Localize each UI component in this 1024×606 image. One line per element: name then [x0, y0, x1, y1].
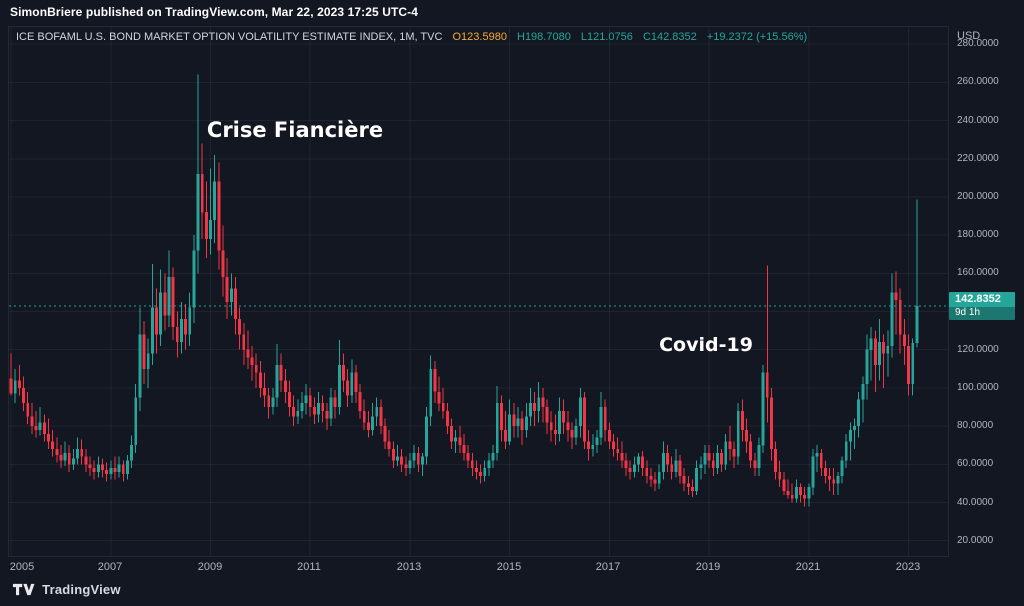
price-tick-label: 260.0000	[957, 76, 999, 87]
price-tick-label: 180.0000	[957, 229, 999, 240]
time-tick-label: 2013	[396, 561, 422, 573]
currency-label: USD	[957, 30, 981, 42]
chart-area[interactable]: ICE BOFAML U.S. BOND MARKET OPTION VOLAT…	[8, 26, 949, 557]
ohlc-open-value: O123.5980	[452, 31, 507, 43]
annotation-covid-19: Covid-19	[659, 334, 753, 356]
price-tick-label: 60.0000	[957, 458, 994, 469]
price-tick-label: 240.0000	[957, 115, 999, 126]
symbol-title: ICE BOFAML U.S. BOND MARKET OPTION VOLAT…	[16, 31, 443, 43]
time-tick-label: 2021	[795, 561, 821, 573]
price-tick-label: 220.0000	[957, 153, 999, 164]
price-tick-label: 120.0000	[957, 344, 999, 355]
footer: TradingView	[12, 579, 121, 599]
time-tick-label: 2007	[97, 561, 123, 573]
symbol-legend: ICE BOFAML U.S. BOND MARKET OPTION VOLAT…	[16, 31, 807, 43]
candlestick-series	[9, 27, 948, 556]
time-tick-label: 2017	[595, 561, 621, 573]
time-tick-label: 2009	[197, 561, 223, 573]
price-tick-label: 280.0000	[957, 38, 999, 49]
publisher-text: SimonBriere published on TradingView.com…	[10, 5, 419, 19]
price-tick-label: 160.0000	[957, 267, 999, 278]
time-tick-label: 2023	[895, 561, 921, 573]
last-price-value: 142.8352	[955, 293, 1001, 305]
time-tick-label: 2011	[297, 561, 321, 573]
price-tick-label: 40.0000	[957, 497, 994, 508]
annotation-crise-financiere: Crise Fiancière	[206, 118, 384, 142]
tradingview-logo-icon	[12, 583, 35, 595]
ohlc-high-value: H198.7080	[517, 31, 571, 43]
publisher-bar: SimonBriere published on TradingView.com…	[10, 5, 418, 19]
tradingview-logo-link[interactable]: TradingView	[12, 582, 121, 597]
ohlc-close-value: C142.8352	[642, 31, 697, 43]
tradingview-wordmark: TradingView	[42, 581, 121, 597]
ohlc-low-value: L121.0756	[580, 31, 633, 43]
time-tick-label: 2005	[9, 561, 35, 573]
time-tick-label: 2015	[496, 561, 522, 573]
last-price-badge: 142.8352 9d 1h	[949, 292, 1015, 320]
price-tick-label: 80.0000	[957, 420, 994, 431]
ohlc-change-value: +19.2372 (+15.56%)	[706, 31, 808, 43]
price-tick-label: 100.0000	[957, 382, 999, 393]
price-tick-label: 200.0000	[957, 191, 999, 202]
bar-close-countdown: 9d 1h	[949, 307, 1015, 320]
price-axis[interactable]: USD 142.8352 9d 1h 280.0000 260.0000 240.0…	[949, 26, 1024, 557]
price-tick-label: 20.0000	[957, 535, 994, 546]
time-tick-label: 2019	[695, 561, 721, 573]
time-axis[interactable]: 2005 2007 2009 2011 2013 2015 2017 2019 2021 2023	[8, 558, 949, 576]
